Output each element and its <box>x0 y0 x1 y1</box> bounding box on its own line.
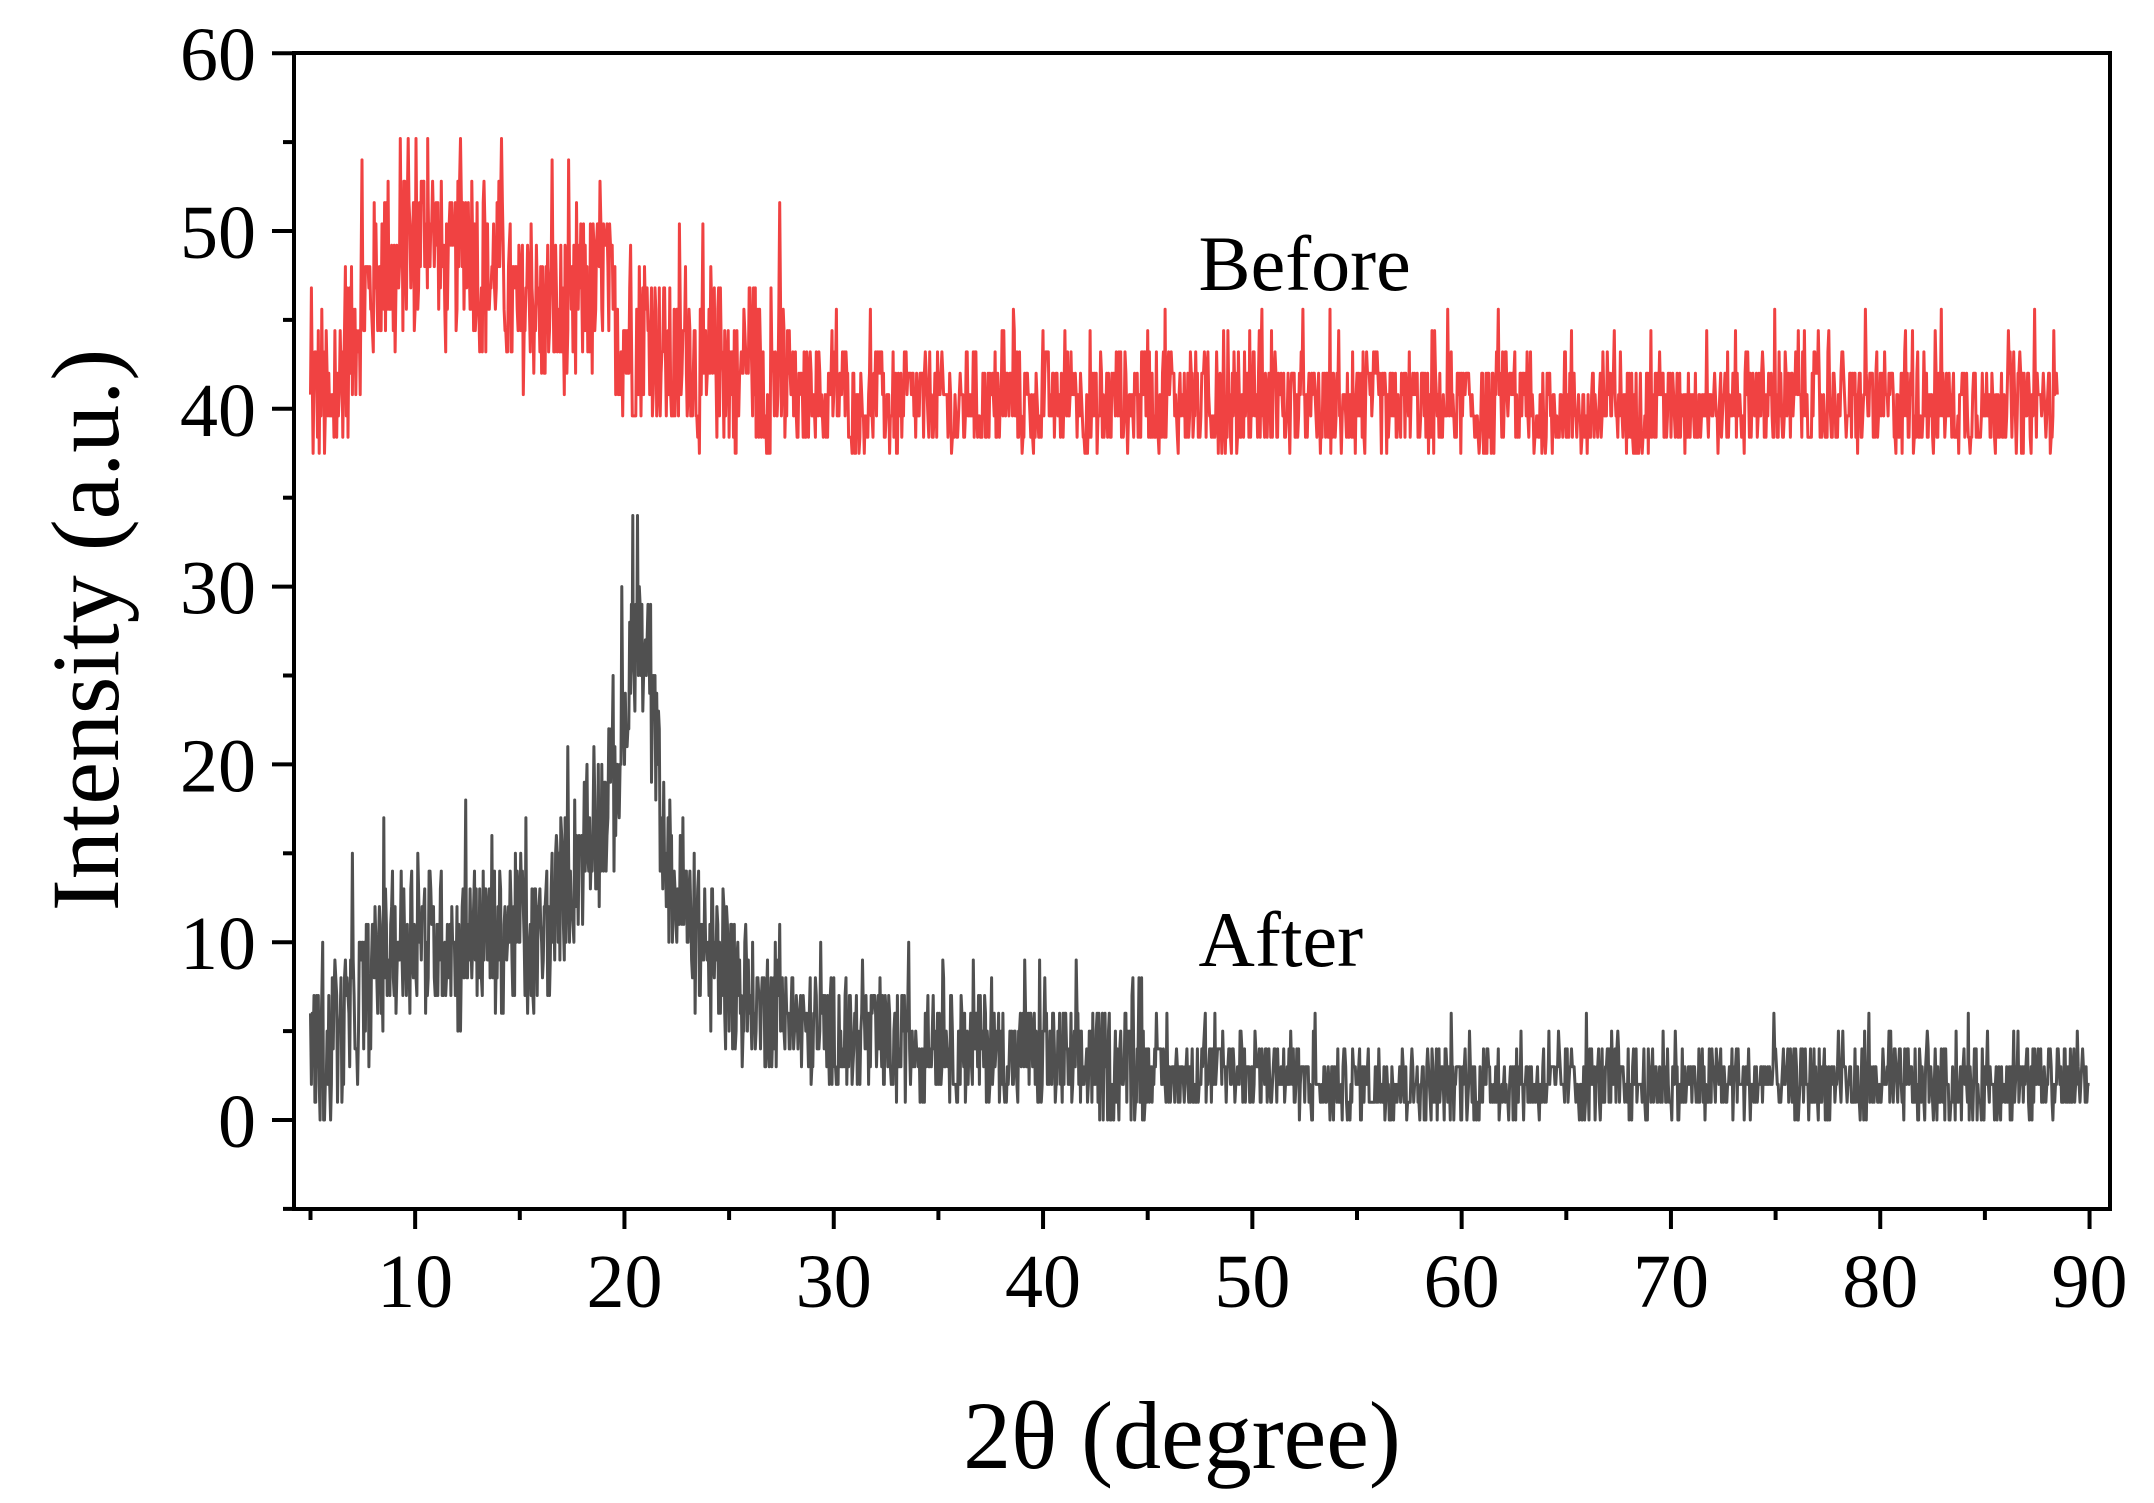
x-tick-label: 20 <box>586 1240 662 1324</box>
x-tick-label: 90 <box>2052 1240 2128 1324</box>
x-tick-label: 10 <box>377 1240 453 1324</box>
x-tick-label: 70 <box>1633 1240 1709 1324</box>
x-tick-label: 80 <box>1842 1240 1918 1324</box>
y-tick-label: 30 <box>180 547 256 631</box>
y-tick-label: 0 <box>218 1080 256 1164</box>
x-tick-label: 40 <box>1005 1240 1081 1324</box>
y-tick-label: 50 <box>180 191 256 275</box>
series-before-line <box>309 137 2059 455</box>
plot-traces <box>309 137 2091 1122</box>
y-tick-label: 60 <box>180 13 256 97</box>
y-tick-label: 10 <box>180 902 256 986</box>
annotation-after: After <box>1199 896 1364 983</box>
x-tick-label: 30 <box>796 1240 872 1324</box>
y-tick-label: 40 <box>180 369 256 453</box>
x-tick-label: 50 <box>1214 1240 1290 1324</box>
y-tick-label: 20 <box>180 724 256 808</box>
y-axis-title: Intensity (a.u.) <box>32 349 139 912</box>
x-tick-label: 60 <box>1424 1240 1500 1324</box>
x-axis: 10 20 30 40 50 60 70 80 90 <box>308 1209 2128 1324</box>
x-axis-title: 2θ (degree) <box>963 1382 1401 1489</box>
y-axis: 0 10 20 30 40 50 60 <box>180 13 294 1211</box>
series-after-line <box>309 514 2091 1122</box>
annotation-before: Before <box>1199 220 1411 307</box>
plot-frame <box>292 51 2112 1211</box>
